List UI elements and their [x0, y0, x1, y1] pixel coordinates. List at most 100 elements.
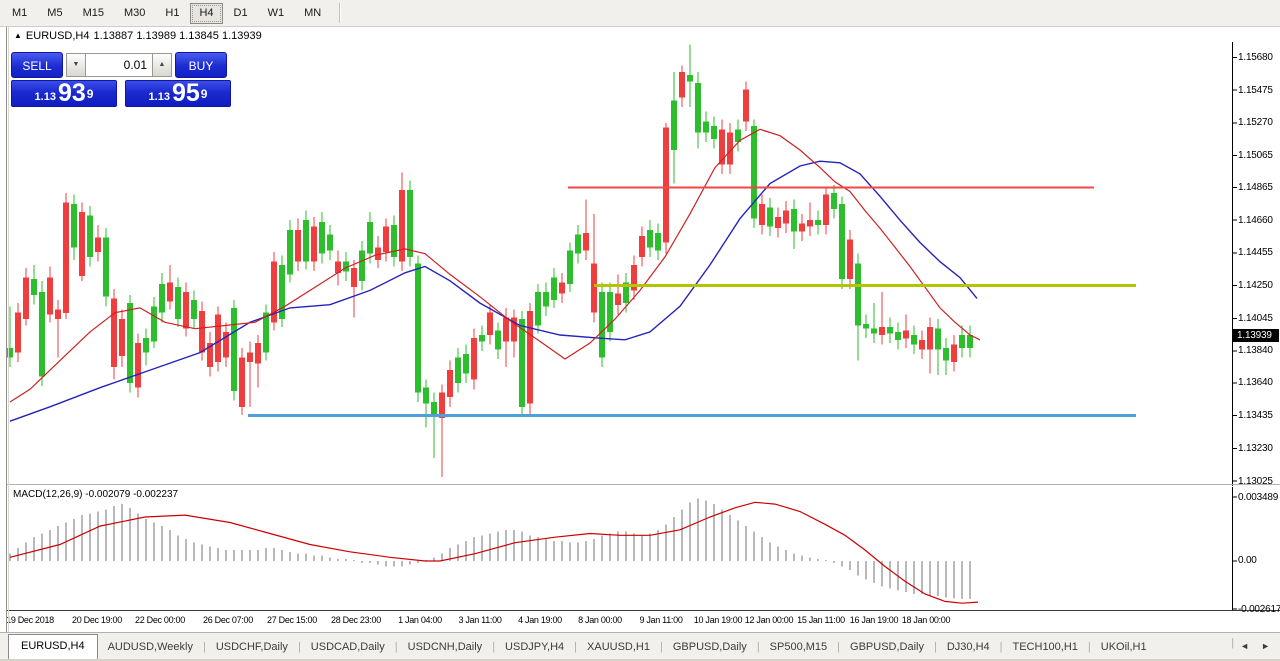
price-axis-label: 1.15270: [1238, 117, 1273, 128]
time-axis-label: 27 Dec 15:00: [267, 615, 317, 625]
timeframe-button-m1[interactable]: M1: [12, 6, 28, 19]
candle: [847, 239, 853, 280]
candle: [111, 298, 117, 367]
tab-separator: |: [837, 641, 841, 653]
candle: [719, 129, 725, 165]
candle: [359, 250, 365, 281]
chart-tab-gbpusd-daily[interactable]: GBPUSD,Daily: [672, 641, 747, 653]
sell-button[interactable]: SELL: [11, 52, 63, 78]
tab-scroll-nav: | ◄ ►: [1231, 633, 1280, 659]
timeframe-button-m30[interactable]: M30: [123, 6, 146, 19]
candle: [407, 189, 413, 257]
buy-button[interactable]: BUY: [175, 52, 227, 78]
macd-axis-label: 0.00: [1238, 555, 1257, 566]
candle: [79, 212, 85, 276]
candle: [655, 233, 661, 251]
toolbar-separator: [339, 3, 342, 23]
time-axis-label: 8 Jan 00:00: [578, 615, 622, 625]
ma-slow-line: [9, 160, 978, 422]
candle: [951, 344, 957, 363]
candle: [71, 204, 77, 248]
candle: [703, 121, 709, 133]
chart-tab-eurusd-h4[interactable]: EURUSD,H4: [8, 634, 98, 659]
price-axis-label: 1.15680: [1238, 52, 1273, 63]
price-axis-label: 1.14660: [1238, 215, 1273, 226]
macd-histogram: [9, 498, 971, 600]
candle: [319, 221, 325, 254]
buy-price-pipette: 9: [200, 87, 208, 101]
time-axis-label: 28 Dec 23:00: [331, 615, 381, 625]
candle: [767, 207, 773, 227]
candle: [591, 263, 597, 313]
candle: [311, 226, 317, 262]
candle: [855, 263, 861, 326]
candle: [615, 293, 621, 305]
ma-fast: [9, 128, 981, 403]
chart-tab-xauusd-h1[interactable]: XAUUSD,H1: [587, 641, 650, 653]
candle: [575, 234, 581, 254]
tab-separator: |: [574, 641, 578, 653]
chart-tab-dj30-h4[interactable]: DJ30,H4: [946, 641, 990, 653]
candle: [879, 327, 885, 336]
window-left-border-highlight: [8, 27, 9, 661]
timeframe-button-h1[interactable]: H1: [165, 6, 180, 19]
candle: [911, 335, 917, 345]
chart-tab-audusd-weekly[interactable]: AUDUSD,Weekly: [107, 641, 193, 653]
ma-fast-line: [9, 128, 981, 403]
buy-price-big-digits: 95: [171, 79, 200, 107]
chart-tab-usdcnh-daily[interactable]: USDCNH,Daily: [407, 641, 483, 653]
tab-separator: |: [659, 641, 663, 653]
candle: [863, 323, 869, 329]
sell-price-display[interactable]: 1.13 93 9: [11, 80, 117, 107]
candle: [207, 343, 213, 367]
time-axis-label: 19 Dec 2018: [6, 615, 54, 625]
candle: [127, 303, 133, 383]
buy-price-display[interactable]: 1.13 95 9: [125, 80, 231, 107]
chart-tab-ukoil-h1[interactable]: UKOil,H1: [1100, 641, 1147, 653]
time-axis-label: 4 Jan 19:00: [518, 615, 562, 625]
candle: [423, 387, 429, 404]
timeframe-button-w1[interactable]: W1: [267, 6, 285, 19]
candle: [599, 292, 605, 358]
candle: [711, 126, 717, 139]
price-axis-label: 1.15065: [1238, 150, 1273, 161]
timeframe-button-m5[interactable]: M5: [47, 6, 63, 19]
lot-decrease-button[interactable]: ▼: [66, 53, 85, 77]
timeframe-button-h4[interactable]: H4: [190, 2, 223, 24]
price-axis-label: 1.15475: [1238, 85, 1273, 96]
timeframe-button-d1[interactable]: D1: [233, 6, 248, 19]
candle: [487, 312, 493, 335]
chart-tab-gbpusd-daily[interactable]: GBPUSD,Daily: [850, 641, 924, 653]
tabs-scroll-right-icon[interactable]: ►: [1261, 641, 1270, 651]
time-axis-label: 9 Jan 11:00: [639, 615, 683, 625]
chart-tab-usdjpy-h4[interactable]: USDJPY,H4: [505, 641, 565, 653]
time-axis-label: 3 Jan 11:00: [458, 615, 502, 625]
lot-increase-button[interactable]: ▲: [153, 53, 172, 77]
chart-tab-sp500-m15[interactable]: SP500,M15: [769, 641, 828, 653]
candle: [143, 338, 149, 353]
lot-size-input[interactable]: [85, 53, 153, 77]
candle: [31, 279, 37, 296]
candle: [23, 277, 29, 320]
candle: [831, 193, 837, 210]
tab-separator: |: [202, 641, 206, 653]
candle: [943, 347, 949, 361]
candle: [95, 237, 101, 253]
candle: [239, 357, 245, 407]
buy-price-prefix: 1.13: [148, 91, 170, 103]
chart-tab-usdcad-daily[interactable]: USDCAD,Daily: [310, 641, 385, 653]
chart-marker-icon: ▲: [14, 31, 22, 40]
chart-tab-usdchf-daily[interactable]: USDCHF,Daily: [215, 641, 288, 653]
tabs-scroll-left-icon[interactable]: ◄: [1240, 641, 1250, 651]
candle: [479, 335, 485, 342]
time-axis-label: 18 Jan 00:00: [901, 615, 951, 625]
time-axis-label: 16 Jan 19:00: [849, 615, 899, 625]
timeframe-button-m15[interactable]: M15: [82, 6, 104, 19]
candle: [535, 292, 541, 326]
timeframe-button-mn[interactable]: MN: [304, 6, 322, 19]
candle: [623, 282, 629, 304]
candle: [135, 343, 141, 388]
candle: [815, 220, 821, 225]
chart-tab-tech100-h1[interactable]: TECH100,H1: [1012, 641, 1078, 653]
